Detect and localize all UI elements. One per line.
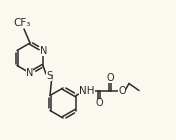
Text: N: N [26,68,33,78]
Text: O: O [95,99,103,108]
Text: O: O [118,86,126,95]
Text: S: S [46,71,52,81]
Text: NH: NH [79,86,95,95]
Text: O: O [106,73,114,82]
Text: CF₃: CF₃ [13,18,31,28]
Text: N: N [40,46,47,55]
